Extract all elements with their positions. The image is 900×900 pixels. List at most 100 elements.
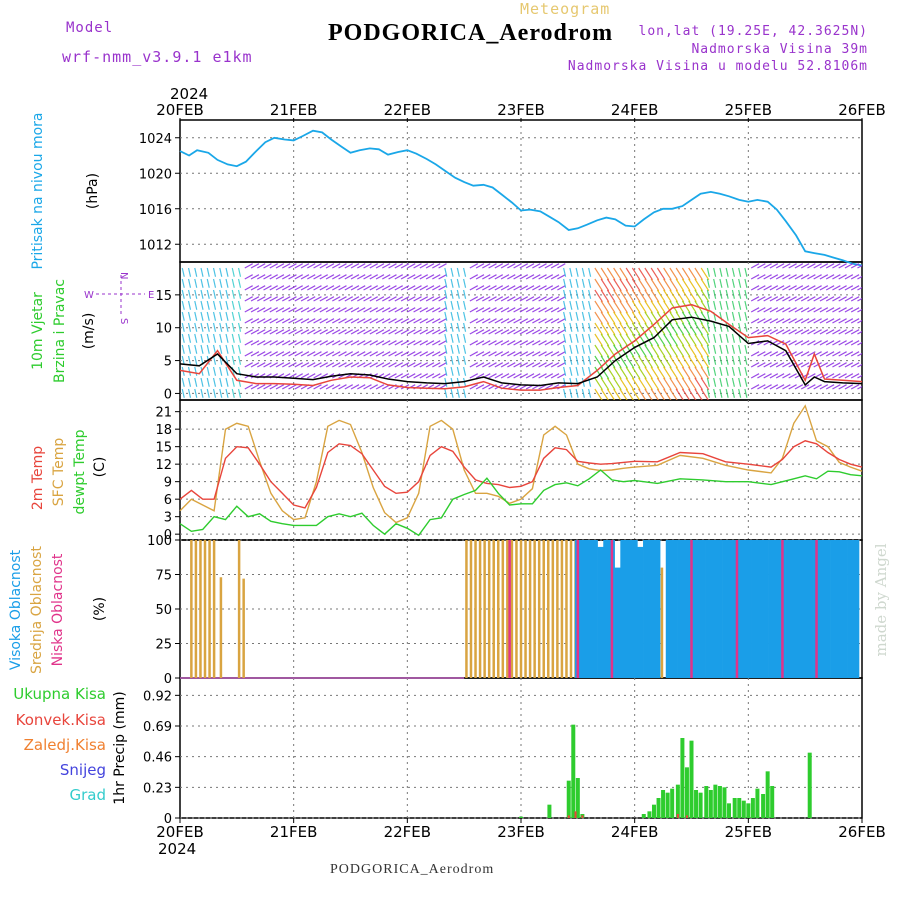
temperature-ytick-label: 15: [155, 441, 172, 456]
precip-bar: [656, 798, 661, 818]
cloud-bar: [654, 540, 661, 678]
precipitation-ytick-label: 0: [164, 812, 172, 827]
temp2m-series: [179, 440, 863, 509]
cloud-bar: [576, 540, 580, 678]
low-cloud-ylabel: Niska Oblacnost: [50, 553, 66, 666]
cloud-bar: [614, 567, 621, 678]
x-tick-label-bottom: 24FEB: [611, 823, 658, 841]
pressure-ytick-label: 1012: [139, 238, 172, 253]
precip-bar: [641, 814, 646, 818]
cloud-bar: [660, 567, 664, 678]
pressure-series: [179, 129, 863, 267]
precip-legend-item: Snijeg: [60, 761, 106, 779]
cloud-bar: [648, 540, 655, 678]
x-tick-label-bottom: 21FEB: [270, 823, 317, 841]
precip-bar: [704, 786, 709, 818]
cloud-bar: [537, 540, 541, 678]
cloud-bar: [208, 540, 211, 678]
cloud-bar: [773, 540, 780, 678]
location-coordinates: lon,lat (19.25E, 42.3625N): [638, 24, 868, 39]
temperature-ytick-label: 6: [164, 493, 172, 508]
x-tick-label-top: 25FEB: [725, 101, 772, 119]
model-label: Model: [66, 20, 114, 36]
precip-bar: [732, 798, 737, 818]
cloud-bar: [620, 540, 627, 678]
cloud-bar: [802, 540, 809, 678]
x-tick-label-top: 24FEB: [611, 101, 658, 119]
precip-bar: [665, 792, 670, 818]
precip-bar: [713, 784, 718, 818]
x-tick-label-bottom: 22FEB: [384, 823, 431, 841]
cloud-bar: [547, 540, 550, 678]
cloud-bar: [682, 540, 689, 678]
x-tick-label-bottom: 23FEB: [497, 823, 544, 841]
cloud-ytick-label: 0: [164, 672, 172, 687]
x-tick-label-top: 20FEB: [156, 101, 203, 119]
cloud-ytick-label: 25: [155, 638, 172, 653]
cloud-bar: [790, 540, 797, 678]
precip-bar: [575, 778, 580, 818]
precip-bar: [566, 780, 571, 818]
temperature-ytick-label: 3: [164, 511, 172, 526]
temp2m-ylabel: 2m Temp: [30, 446, 46, 510]
cloud-bar: [815, 540, 818, 678]
wind-ylabel-1: 10m Vjetar: [30, 292, 46, 370]
precip-bar: [755, 788, 760, 818]
pressure-ytick-label: 1016: [139, 203, 172, 218]
cloud-bar: [465, 540, 468, 678]
temperature-ytick-label: 12: [155, 458, 172, 473]
cloud-bar: [565, 540, 568, 678]
precip-bar: [708, 790, 713, 818]
temperature-ytick-label: 9: [164, 476, 172, 491]
precip-bar: [807, 752, 812, 818]
year-label-top: 2024: [170, 85, 208, 103]
cloud-bar: [739, 540, 746, 678]
precip-bar: [765, 771, 770, 818]
cloud-ytick-label: 50: [155, 603, 172, 618]
cloud-bar: [519, 540, 523, 678]
precip-bar: [661, 790, 666, 818]
watermark: made by Angel: [872, 543, 890, 656]
precipitation-ytick-label: 0.69: [143, 720, 172, 735]
cloud-bar: [819, 540, 826, 678]
precip-bar: [746, 803, 751, 818]
cloud-bar: [478, 540, 482, 678]
pressure-ytick-label: 1024: [139, 132, 172, 147]
wind-ytick-label: 10: [155, 322, 172, 337]
cloud-bar: [762, 540, 769, 678]
precip-bar: [519, 816, 523, 818]
chart-subtitle: Meteogram: [520, 0, 611, 18]
x-tick-label-top: 23FEB: [497, 101, 544, 119]
precip-bar: [670, 788, 675, 818]
precip-bar: [722, 787, 727, 818]
high-cloud-ylabel: Visoka Oblacnost: [8, 549, 24, 670]
x-tick-label-bottom: 25FEB: [725, 823, 772, 841]
cloud-bar: [569, 540, 573, 678]
temperature-frame: [179, 399, 863, 541]
cloud-bar: [728, 540, 735, 678]
precip-ylabel: 1hr Precip (mm): [112, 691, 128, 804]
precip-bar: [727, 803, 732, 818]
cloud-bar: [219, 577, 223, 678]
wind-ytick-label: 0: [164, 387, 172, 402]
cloud-bar: [705, 540, 712, 678]
wind-gust-series: [179, 303, 863, 391]
precip-bar: [676, 814, 679, 818]
mid-cloud-ylabel: Srednja Oblacnost: [29, 546, 45, 674]
precip-bar: [647, 811, 652, 818]
cloud-bar: [665, 540, 672, 678]
precip-bar: [689, 740, 694, 818]
cloud-bar: [528, 540, 532, 678]
cloud-bar: [830, 540, 837, 678]
wind-ytick-label: 5: [164, 355, 172, 370]
pressure-ylabel: Pritisak na nivou mora: [30, 112, 46, 269]
cloud-bar: [836, 540, 843, 678]
precip-bar: [571, 724, 576, 818]
cloud-bar: [190, 540, 193, 678]
cloud-bar: [212, 540, 216, 678]
cloud-bar: [847, 540, 854, 678]
x-tick-label-top: 26FEB: [838, 101, 885, 119]
station-elevation: Nadmorska Visina 39m: [691, 42, 868, 57]
precip-bar: [694, 790, 699, 818]
